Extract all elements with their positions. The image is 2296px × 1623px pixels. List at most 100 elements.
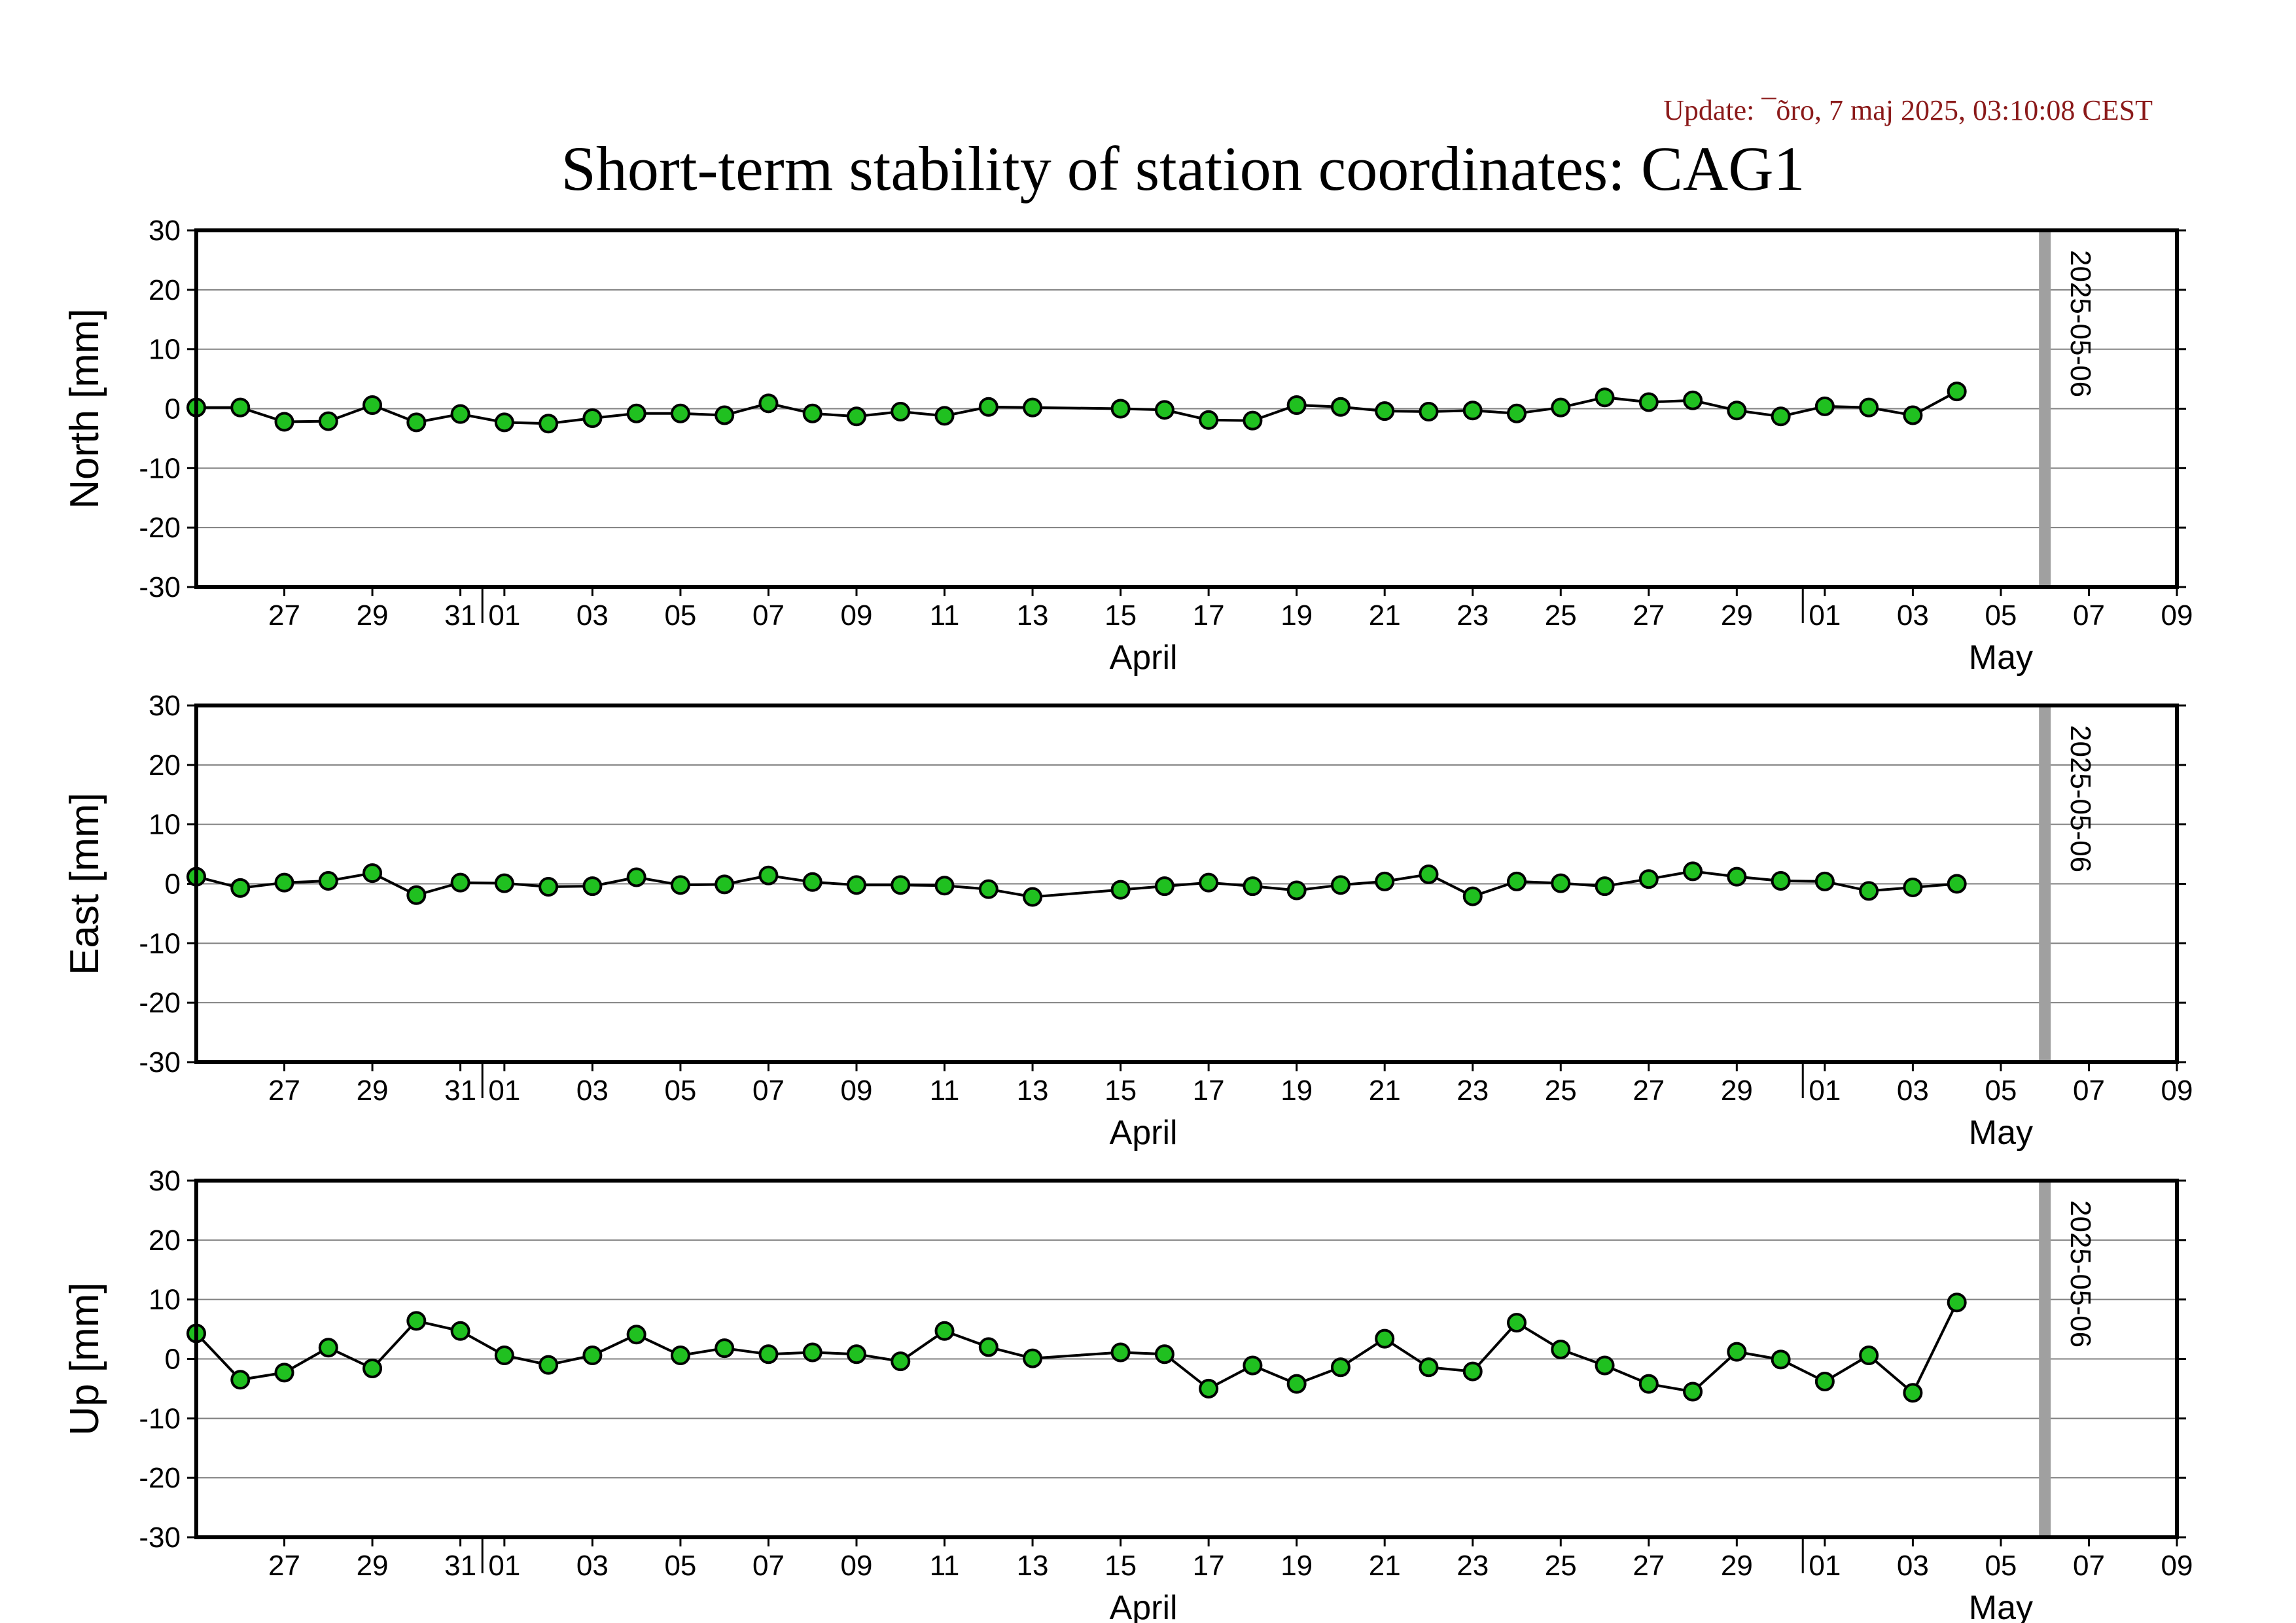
- data-point: [670, 875, 690, 895]
- x-tick-label: 19: [1280, 1075, 1313, 1107]
- plot-frame: [194, 1179, 2179, 1539]
- data-point: [1947, 1293, 1967, 1313]
- x-tick-label: 03: [576, 1075, 609, 1107]
- x-tick-label: 03: [1897, 1075, 1929, 1107]
- x-tick-label: 07: [752, 599, 785, 632]
- x-tick-label: 07: [752, 1075, 785, 1107]
- data-point: [891, 402, 911, 422]
- data-point: [1462, 886, 1483, 906]
- x-tick-label: 23: [1457, 599, 1489, 632]
- data-point: [758, 865, 779, 885]
- data-point: [891, 1351, 911, 1372]
- data-point: [1330, 875, 1351, 895]
- x-tick-label: 29: [1721, 1075, 1753, 1107]
- data-point: [1859, 397, 1879, 418]
- data-point: [1375, 401, 1395, 421]
- data-point: [978, 397, 998, 417]
- data-point: [934, 1321, 955, 1341]
- data-point: [450, 404, 470, 424]
- x-tick-label: 25: [1545, 1550, 1577, 1582]
- x-tick-label: 27: [1633, 1550, 1665, 1582]
- date-marker-band: [2039, 230, 2051, 587]
- data-point: [1638, 1374, 1659, 1394]
- data-point: [1727, 1342, 1747, 1362]
- x-tick-label: 01: [1809, 1075, 1841, 1107]
- data-point: [1110, 1342, 1131, 1363]
- y-tick-label: 30: [149, 690, 181, 722]
- y-tick-label: -10: [139, 1402, 181, 1435]
- x-tick-label: 05: [664, 1550, 696, 1582]
- data-point: [494, 1346, 514, 1366]
- x-tick-label: 05: [1985, 599, 2017, 632]
- data-point: [1859, 1346, 1879, 1366]
- data-point: [1771, 406, 1791, 427]
- data-point: [1683, 861, 1703, 882]
- data-point: [450, 1321, 470, 1341]
- data-point: [978, 1337, 998, 1357]
- update-timestamp: Update: ¯õro, 7 maj 2025, 03:10:08 CEST: [1663, 94, 2153, 126]
- data-point: [1375, 1329, 1395, 1349]
- series-line: [195, 1302, 1958, 1395]
- data-point: [1814, 396, 1835, 416]
- y-tick-label: 10: [149, 334, 181, 366]
- data-point: [1683, 390, 1703, 410]
- x-tick-label: 31: [444, 1550, 476, 1582]
- data-point: [847, 1344, 866, 1364]
- data-point: [539, 414, 559, 434]
- x-tick-label: 01: [488, 1075, 520, 1107]
- x-tick-label: 19: [1280, 599, 1313, 632]
- x-tick-label: 07: [2073, 599, 2105, 632]
- data-point: [318, 1338, 338, 1358]
- x-tick-label: 21: [1369, 599, 1401, 632]
- chart-title: Short-term stability of station coordina…: [561, 134, 1805, 204]
- data-point: [362, 863, 383, 883]
- data-point: [1286, 880, 1307, 901]
- data-point: [802, 1342, 822, 1363]
- x-tick-label: 09: [841, 599, 873, 632]
- data-point: [1199, 1378, 1219, 1399]
- y-tick-label: 20: [149, 749, 181, 781]
- y-tick-label: 0: [165, 868, 181, 901]
- data-point: [1286, 395, 1307, 416]
- x-tick-label: 01: [1809, 1550, 1841, 1582]
- data-point: [1595, 387, 1615, 408]
- x-tick-label: 11: [930, 1550, 960, 1582]
- x-tick-label: 27: [1633, 599, 1665, 632]
- data-point: [758, 393, 779, 414]
- data-point: [318, 411, 338, 431]
- data-point: [1771, 1349, 1791, 1370]
- data-point: [450, 872, 470, 893]
- x-tick-label: 09: [2161, 599, 2193, 632]
- x-tick-label: 09: [2161, 1550, 2193, 1582]
- data-point: [847, 875, 866, 895]
- data-point: [1154, 876, 1174, 897]
- data-point: [494, 873, 514, 893]
- data-point: [1243, 1355, 1263, 1376]
- x-tick-label: 13: [1017, 599, 1049, 632]
- data-point: [406, 412, 427, 433]
- month-label-may: May: [1969, 1114, 2033, 1152]
- x-tick-label: 31: [444, 599, 476, 632]
- x-tick-label: 17: [1193, 599, 1225, 632]
- data-point: [1199, 872, 1219, 893]
- x-tick-label: 27: [268, 1550, 300, 1582]
- y-tick-label: -30: [139, 1522, 181, 1554]
- data-point: [1638, 392, 1659, 412]
- x-tick-label: 03: [576, 1550, 609, 1582]
- data-point: [582, 876, 603, 897]
- data-point: [1814, 1372, 1835, 1392]
- data-point: [1154, 1344, 1174, 1364]
- data-point: [1243, 410, 1263, 431]
- data-point: [274, 872, 294, 893]
- data-point: [1551, 873, 1571, 893]
- y-tick-label: 20: [149, 274, 181, 306]
- x-tick-label: 01: [1809, 599, 1841, 632]
- y-tick-label: 30: [149, 1165, 181, 1197]
- data-point: [1814, 871, 1835, 891]
- data-point: [274, 1363, 294, 1383]
- x-tick-label: 29: [357, 1550, 389, 1582]
- x-tick-label: 29: [1721, 1550, 1753, 1582]
- data-point: [1903, 1383, 1923, 1403]
- data-point: [934, 406, 955, 426]
